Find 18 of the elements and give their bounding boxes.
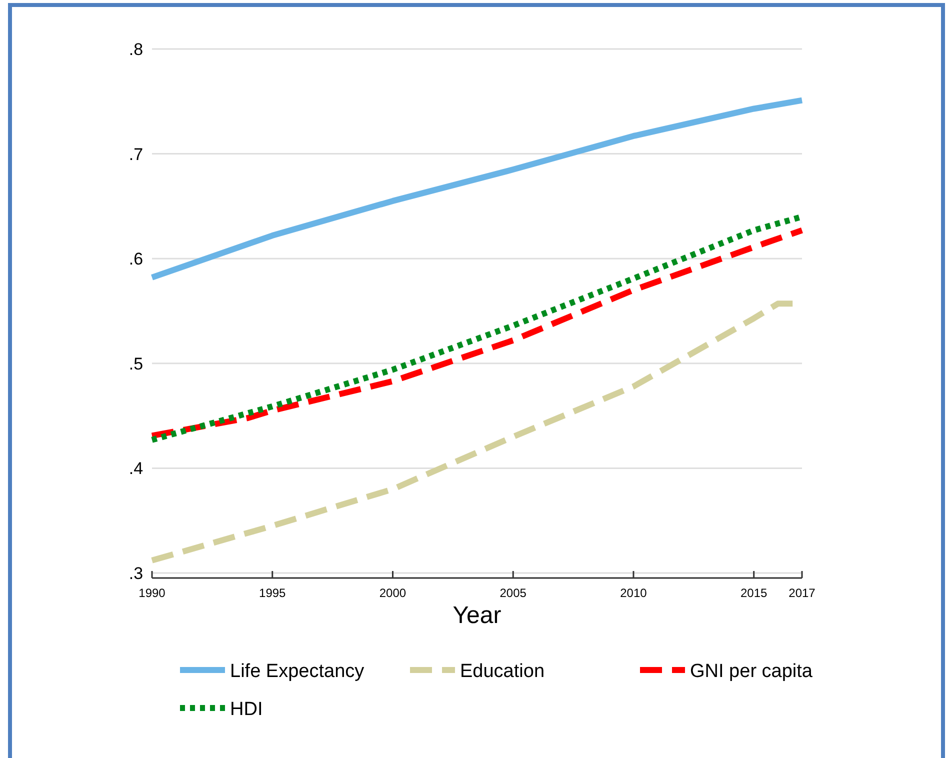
- legend-label: HDI: [230, 699, 263, 720]
- x-tick-label: 2010: [620, 586, 648, 600]
- x-tick-label: 2017: [788, 586, 816, 600]
- x-tick-label: 1990: [138, 586, 166, 600]
- legend-label: Life Expectancy: [230, 661, 365, 682]
- y-tick-label: .4: [128, 459, 144, 478]
- y-tick-label: .5: [128, 354, 144, 374]
- x-axis-title: Year: [452, 602, 502, 629]
- y-tick-label: .7: [128, 144, 144, 164]
- x-tick-label: 1995: [259, 586, 286, 600]
- y-tick-label: .8: [128, 40, 144, 59]
- y-tick-label: .3: [128, 564, 144, 583]
- legend-label: Education: [460, 661, 545, 682]
- x-tick-label: 2015: [740, 586, 768, 600]
- legend-label: GNI per capita: [690, 661, 813, 682]
- x-tick-label: 2000: [379, 586, 406, 600]
- x-tick-label: 2005: [500, 586, 527, 600]
- y-tick-label: .6: [128, 250, 144, 269]
